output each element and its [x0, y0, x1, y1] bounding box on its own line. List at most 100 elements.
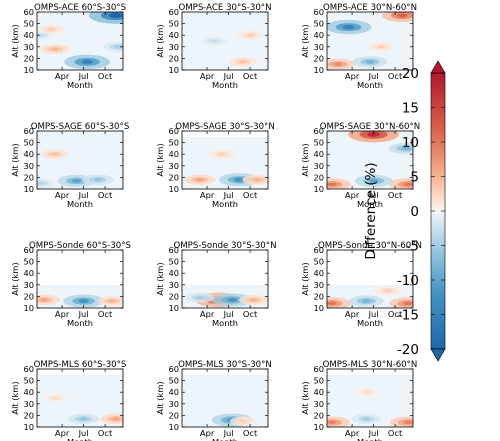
- plot-frame: [36, 249, 124, 309]
- y-tick-label: 40: [23, 387, 34, 397]
- heatmap-field: [327, 374, 413, 427]
- x-axis-label: Month: [67, 199, 93, 209]
- x-axis-label: Month: [212, 199, 238, 209]
- y-tick-label: 40: [168, 30, 179, 40]
- y-tick-label: 30: [168, 42, 179, 52]
- colorbar-label: Difference (%): [363, 162, 379, 259]
- x-tick-label: Oct: [388, 309, 403, 319]
- y-tick-label: 60: [313, 245, 324, 255]
- y-tick-label: 20: [23, 172, 34, 182]
- y-tick-label: 60: [168, 245, 179, 255]
- y-tick-label: 30: [23, 161, 34, 171]
- y-tick-label: 20: [168, 410, 179, 420]
- x-tick-label: Oct: [98, 428, 113, 438]
- subplot-title: OMPS-SAGE 30°N-60°N: [320, 122, 421, 132]
- subplot-title: OMPS-ACE 30°S-30°N: [178, 3, 271, 13]
- y-tick-label: 60: [23, 364, 34, 374]
- y-tick-label: 40: [168, 387, 179, 397]
- y-tick-label: 50: [168, 19, 179, 29]
- heatmap-cell: [377, 45, 385, 49]
- heatmap-cell: [71, 179, 82, 183]
- colorbar-max-arrow: [430, 60, 446, 74]
- y-tick-label: 30: [23, 399, 34, 409]
- heatmap-cell: [111, 417, 120, 421]
- y-tick-label: 10: [168, 303, 179, 313]
- y-axis-label: Alt (km): [155, 143, 165, 176]
- x-tick-label: Apr: [55, 428, 70, 438]
- subplot-title: OMPS-ACE 60°S-30°S: [34, 3, 126, 13]
- y-tick-label: 40: [23, 268, 34, 278]
- x-tick-label: Apr: [345, 71, 360, 81]
- x-axis-label: Month: [212, 80, 238, 90]
- x-tick-label: Jul: [78, 190, 89, 200]
- heatmap-cell: [342, 24, 355, 30]
- y-tick-label: 10: [168, 65, 179, 75]
- heatmap-cell: [333, 62, 343, 66]
- heatmap-field: [182, 12, 268, 70]
- colorbar-tick-label: 10: [402, 135, 419, 151]
- y-tick-label: 50: [23, 376, 34, 386]
- y-tick-label: 20: [23, 53, 34, 63]
- heatmap-cell: [109, 12, 123, 19]
- y-tick-label: 40: [168, 149, 179, 159]
- subplot-title: OMPS-Sonde 30°S-30°N: [174, 241, 277, 251]
- y-tick-label: 60: [23, 7, 34, 17]
- colorbar-tick-label: 15: [402, 101, 419, 117]
- x-axis-label: Month: [357, 437, 383, 441]
- heatmap-cell: [367, 132, 380, 137]
- heatmap-cell: [403, 301, 413, 306]
- heatmap-field: [327, 284, 413, 308]
- y-tick-label: 10: [313, 65, 324, 75]
- x-tick-label: Oct: [388, 190, 403, 200]
- y-tick-label: 50: [313, 19, 324, 29]
- plot-frame: [326, 368, 414, 428]
- y-tick-label: 60: [23, 126, 34, 136]
- y-axis-label: Alt (km): [300, 262, 310, 295]
- heatmap-cell: [362, 299, 371, 303]
- subplot-title: OMPS-ACE 30°N-60°N: [323, 3, 417, 13]
- x-tick-label: Jul: [223, 71, 234, 81]
- heatmap-cell: [37, 33, 44, 37]
- heatmap-cell: [362, 417, 371, 421]
- y-tick-label: 50: [23, 138, 34, 148]
- plot-frame: [326, 249, 414, 309]
- x-tick-label: Apr: [345, 428, 360, 438]
- subplot-title: OMPS-Sonde 30°N-60°N: [318, 241, 422, 251]
- plot-frame: [326, 130, 414, 190]
- heatmap-cell: [37, 181, 45, 185]
- x-tick-label: Oct: [243, 309, 258, 319]
- y-tick-label: 50: [168, 376, 179, 386]
- y-tick-label: 50: [313, 138, 324, 148]
- y-tick-label: 20: [313, 53, 324, 63]
- heatmap-cell: [51, 152, 59, 156]
- y-tick-label: 20: [313, 410, 324, 420]
- colorbar-tick-label: -15: [397, 308, 419, 324]
- x-axis-label: Month: [67, 318, 93, 328]
- x-tick-label: Apr: [55, 71, 70, 81]
- y-tick-label: 30: [313, 42, 324, 52]
- y-axis-label: Alt (km): [155, 381, 165, 414]
- y-tick-label: 30: [23, 280, 34, 290]
- heatmap-cell: [94, 178, 102, 182]
- y-tick-label: 50: [313, 257, 324, 267]
- heatmap-field: [327, 12, 413, 70]
- heatmap-cell: [403, 420, 413, 425]
- heatmap-cell: [114, 45, 122, 49]
- heatmap-cell: [40, 298, 49, 302]
- y-tick-label: 60: [313, 364, 324, 374]
- y-tick-label: 20: [313, 291, 324, 301]
- heatmap-field: [182, 136, 268, 189]
- x-tick-label: Apr: [55, 309, 70, 319]
- y-tick-label: 50: [168, 257, 179, 267]
- y-tick-label: 10: [313, 303, 324, 313]
- y-tick-label: 30: [168, 280, 179, 290]
- heatmap-cell: [365, 60, 375, 64]
- heatmap-cell: [249, 298, 258, 302]
- y-tick-label: 20: [23, 410, 34, 420]
- heatmap-field: [182, 374, 268, 427]
